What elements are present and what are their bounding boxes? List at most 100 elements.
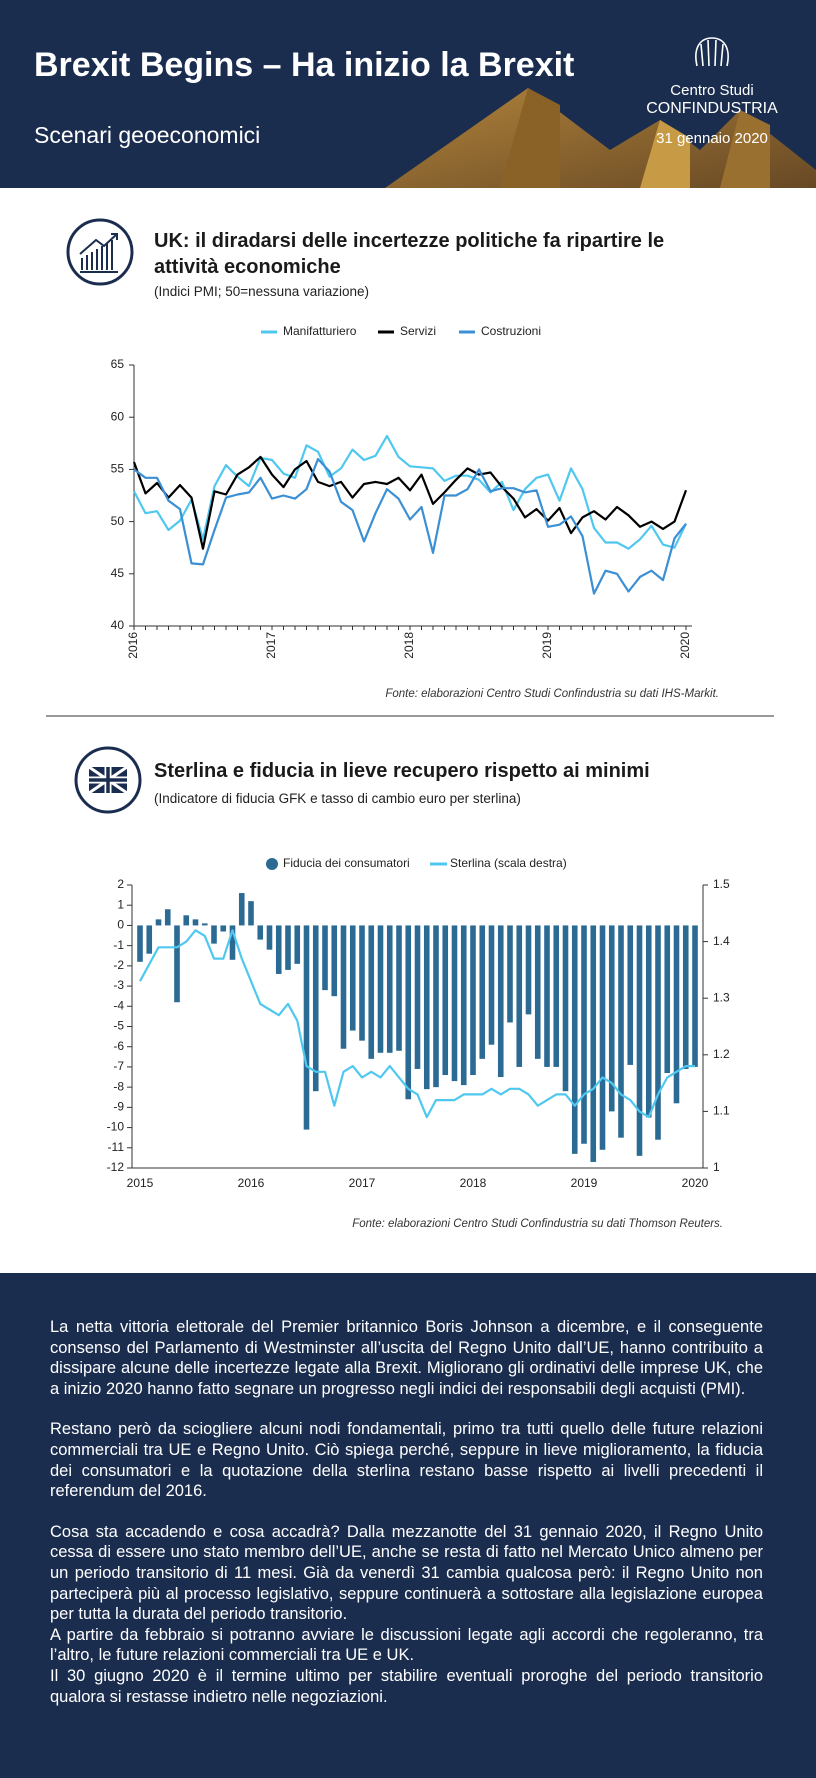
bar bbox=[322, 925, 328, 991]
x-tick-label: 2018 bbox=[460, 1176, 487, 1190]
bar bbox=[359, 925, 365, 1041]
bar bbox=[220, 925, 227, 932]
y2-tick-label: 1.3 bbox=[713, 990, 730, 1004]
y-tick-label: -10 bbox=[107, 1120, 125, 1134]
chart-title: UK: il diradarsi delle incertezze politi… bbox=[154, 230, 665, 278]
bar bbox=[451, 925, 458, 1082]
x-tick-label: 2017 bbox=[264, 632, 278, 659]
bar bbox=[377, 925, 384, 1053]
bar bbox=[590, 925, 597, 1162]
paragraph: Il 30 giugno 2020 è il termine ultimo pe… bbox=[50, 1666, 763, 1706]
legend-label: Fiducia dei consumatori bbox=[283, 856, 410, 870]
bar bbox=[460, 925, 467, 1086]
y-tick-label: -12 bbox=[107, 1160, 125, 1174]
x-tick-label: 2017 bbox=[349, 1176, 376, 1190]
y-tick-label: -11 bbox=[108, 1140, 125, 1154]
bar bbox=[423, 925, 430, 1090]
bar bbox=[386, 925, 393, 1053]
bar bbox=[479, 925, 486, 1059]
bar bbox=[340, 925, 347, 1049]
x-tick-label: 2019 bbox=[540, 632, 554, 659]
bar bbox=[553, 925, 560, 1067]
line-series bbox=[133, 434, 687, 550]
bar bbox=[525, 925, 532, 1015]
header-subtitle: Scenari geoeconomici bbox=[34, 122, 261, 148]
legend-label: Sterlina (scala destra) bbox=[450, 856, 567, 870]
icon-uk-flag bbox=[74, 746, 142, 814]
bar bbox=[285, 925, 291, 970]
y-tick-label: 60 bbox=[111, 409, 125, 423]
bar bbox=[248, 901, 254, 926]
bar bbox=[303, 925, 310, 1130]
bar bbox=[692, 925, 698, 1067]
x-tick-label: 2016 bbox=[126, 632, 140, 659]
chart-source: Fonte: elaborazioni Centro Studi Confind… bbox=[352, 1218, 723, 1230]
legend-swatch bbox=[266, 858, 278, 870]
x-tick-label: 2020 bbox=[678, 632, 692, 659]
y-tick-label: 55 bbox=[111, 462, 125, 476]
y-tick-label: 1 bbox=[117, 897, 124, 911]
text-panel: La netta vittoria elettorale del Premier… bbox=[0, 1273, 816, 1778]
bar bbox=[618, 925, 624, 1138]
chart-source: Fonte: elaborazioni Centro Studi Confind… bbox=[385, 688, 719, 700]
y2-tick-label: 1.4 bbox=[713, 934, 730, 948]
y-tick-label: -9 bbox=[113, 1100, 124, 1114]
logo-line1: Centro Studi bbox=[670, 82, 754, 99]
bar bbox=[294, 925, 301, 964]
x-tick-label: 2015 bbox=[127, 1176, 154, 1190]
legend-label: Servizi bbox=[400, 324, 436, 338]
chart-title: Sterlina e fiducia in lieve recupero ris… bbox=[154, 760, 650, 782]
bar bbox=[183, 915, 190, 926]
icon-chart bbox=[66, 218, 134, 286]
paragraph: La netta vittoria elettorale del Premier… bbox=[50, 1318, 763, 1398]
legend-label: Manifatturiero bbox=[283, 324, 357, 338]
y2-tick-label: 1.5 bbox=[713, 877, 730, 891]
bar bbox=[146, 925, 153, 954]
body-text: La netta vittoria elettorale del Premier… bbox=[50, 1317, 763, 1707]
bar bbox=[645, 925, 652, 1118]
bar bbox=[331, 925, 338, 997]
bar bbox=[433, 925, 439, 1088]
bar bbox=[581, 925, 587, 1144]
x-tick-label: 2020 bbox=[682, 1176, 709, 1190]
bar bbox=[599, 925, 606, 1150]
line-series bbox=[133, 457, 687, 595]
paragraph: A partire da febbraio si potranno avviar… bbox=[50, 1625, 763, 1665]
bar bbox=[497, 925, 504, 1078]
bar bbox=[636, 925, 643, 1156]
bar bbox=[396, 925, 402, 1051]
header-date: 31 gennaio 2020 bbox=[656, 130, 768, 147]
bar bbox=[571, 925, 578, 1154]
y2-tick-label: 1 bbox=[713, 1160, 720, 1174]
bar bbox=[507, 925, 513, 1023]
bar bbox=[229, 925, 236, 960]
y2-tick-label: 1.2 bbox=[713, 1047, 730, 1061]
y-tick-label: 0 bbox=[117, 918, 124, 932]
bar bbox=[562, 925, 569, 1092]
bar bbox=[470, 925, 476, 1076]
bar bbox=[673, 925, 680, 1104]
x-tick-label: 2018 bbox=[402, 632, 416, 659]
bar bbox=[682, 925, 689, 1069]
y-tick-label: -6 bbox=[113, 1039, 124, 1053]
bar bbox=[405, 925, 412, 1100]
header-decoration bbox=[385, 37, 816, 188]
bar bbox=[211, 925, 217, 944]
legend-label: Costruzioni bbox=[481, 324, 541, 338]
y-tick-label: -7 bbox=[113, 1059, 124, 1073]
y-tick-label: 50 bbox=[111, 514, 125, 528]
bar bbox=[664, 925, 671, 1073]
y2-tick-label: 1.1 bbox=[713, 1104, 730, 1118]
x-tick-label: 2016 bbox=[238, 1176, 265, 1190]
paragraph: Restano però da sciogliere alcuni nodi f… bbox=[50, 1420, 763, 1501]
line-series bbox=[139, 929, 695, 1119]
bar bbox=[414, 925, 421, 1069]
y-tick-label: -5 bbox=[113, 1019, 124, 1033]
line-series bbox=[132, 455, 688, 550]
header: Brexit Begins – Ha inizio la Brexit Scen… bbox=[0, 0, 816, 188]
chart-subtitle: (Indici PMI; 50=nessuna variazione) bbox=[154, 284, 369, 299]
y-tick-label: 40 bbox=[111, 618, 125, 632]
x-tick-label: 2019 bbox=[571, 1176, 598, 1190]
